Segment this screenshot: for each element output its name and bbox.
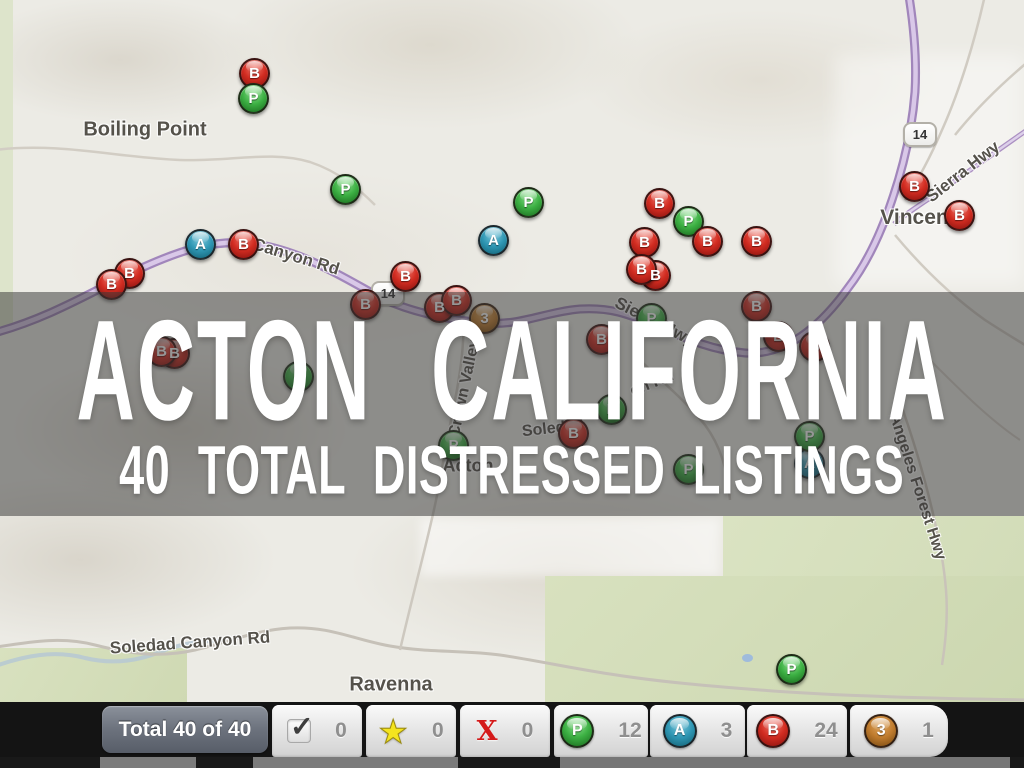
marker-letter: B xyxy=(909,178,920,195)
marker-letter: B xyxy=(751,233,762,250)
local-road xyxy=(954,63,1024,136)
cropped-ui-segment xyxy=(253,757,458,768)
filter-count: 0 xyxy=(335,719,347,742)
map-marker-P[interactable]: P xyxy=(513,187,544,218)
marker-letter: P xyxy=(523,194,534,211)
slide-title: ACTON CALIFORNIA xyxy=(76,292,948,451)
marker-letter: P xyxy=(248,90,259,107)
filter-count: 0 xyxy=(431,719,444,742)
marker-letter: A xyxy=(488,232,499,249)
filter-count: 3 xyxy=(720,719,733,742)
marker-icon-A: A xyxy=(662,714,697,748)
marker-icon-3: 3 xyxy=(864,714,899,748)
marker-letter: B xyxy=(650,267,661,284)
x-icon: X xyxy=(476,715,498,747)
route-shield-14: 14 xyxy=(903,122,937,147)
marker-letter: B xyxy=(639,234,650,251)
filter-button-selected[interactable]: ✓ 0 xyxy=(272,705,362,757)
slide-subtitle: 40 TOTAL DISTRESSED LISTINGS xyxy=(119,431,905,509)
filter-button-bank-owned[interactable]: B 24 xyxy=(747,705,847,757)
map-marker-B[interactable]: B xyxy=(692,226,723,257)
checkbox-icon: ✓ xyxy=(287,711,314,743)
map-marker-A[interactable]: A xyxy=(478,225,509,256)
map-label: Vincent xyxy=(880,206,956,229)
map-marker-B[interactable]: B xyxy=(390,261,421,292)
marker-letter: B xyxy=(238,236,249,253)
marker-letter: B xyxy=(249,65,260,82)
filter-count: 0 xyxy=(521,719,534,742)
filter-button-favorite[interactable]: ★ 0 xyxy=(366,705,456,757)
map-marker-B[interactable]: B xyxy=(944,200,975,231)
map-marker-B[interactable]: B xyxy=(741,226,772,257)
check-icon: ✓ xyxy=(290,711,314,742)
results-toolbar: Total 40 of 40 ✓ 0 ★ 0 X 0 P 12 A 3 B 24 3 1 xyxy=(0,702,1024,757)
marker-letter: P xyxy=(786,661,797,678)
marker-letter: B xyxy=(654,195,665,212)
sierra-hwy-road xyxy=(893,130,1024,225)
filter-count: 24 xyxy=(814,719,838,742)
marker-letter: P xyxy=(340,181,351,198)
map-marker-P[interactable]: P xyxy=(238,83,269,114)
marker-letter: B xyxy=(124,265,135,282)
marker-letter: B xyxy=(636,261,647,278)
map-marker-B[interactable]: B xyxy=(644,188,675,219)
map-marker-P[interactable]: P xyxy=(776,654,807,685)
marker-letter: B xyxy=(106,276,117,293)
title-overlay: ACTON CALIFORNIA 40 TOTAL DISTRESSED LIS… xyxy=(0,292,1024,516)
star-icon: ★ xyxy=(378,712,409,750)
cropped-ui-strip xyxy=(0,757,1024,768)
river xyxy=(0,638,223,667)
soledad-canyon-road xyxy=(0,626,1024,702)
forest-area xyxy=(723,516,1024,578)
marker-letter: P xyxy=(683,213,694,230)
park-edge-strip xyxy=(0,0,13,326)
small-lake xyxy=(742,654,753,662)
cropped-ui-segment xyxy=(100,757,196,768)
marker-icon-P: P xyxy=(560,714,595,748)
marker-icon-B: B xyxy=(756,714,791,748)
map-marker-P[interactable]: P xyxy=(330,174,361,205)
marker-letter: B xyxy=(400,268,411,285)
map-marker-P[interactable]: P xyxy=(673,206,704,237)
marker-letter: B xyxy=(954,207,965,224)
city-tint-acton xyxy=(420,518,720,576)
filter-button-preforeclosure[interactable]: P 12 xyxy=(554,705,648,757)
marker-letter: B xyxy=(702,233,713,250)
cropped-ui-segment xyxy=(560,757,1010,768)
map-label: Ravenna xyxy=(349,673,433,696)
filter-count: 1 xyxy=(922,719,934,742)
total-count-badge: Total 40 of 40 xyxy=(102,706,268,753)
map-marker-A[interactable]: A xyxy=(185,229,216,260)
map-marker-B[interactable]: B xyxy=(899,171,930,202)
filter-count: 12 xyxy=(618,719,642,742)
map-marker-B[interactable]: B xyxy=(228,229,259,260)
marker-letter: A xyxy=(195,236,206,253)
map-label: Boiling Point xyxy=(83,118,207,141)
map-marker-B[interactable]: B xyxy=(626,254,657,285)
